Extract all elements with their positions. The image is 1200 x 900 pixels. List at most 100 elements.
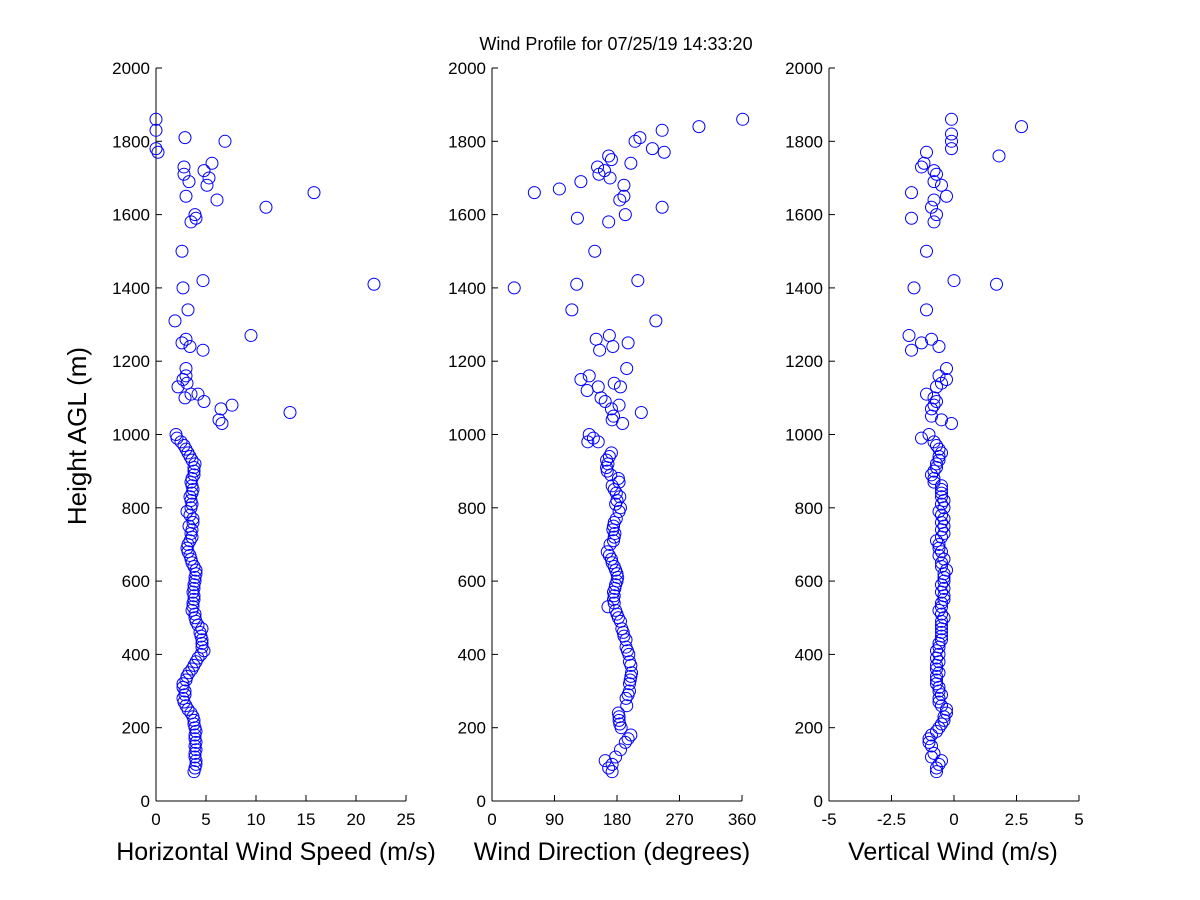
data-point (930, 724, 943, 738)
data-point (620, 362, 634, 376)
data-point (612, 398, 626, 412)
data-point (187, 468, 201, 482)
data-point (619, 640, 633, 654)
data-point (307, 186, 321, 200)
data-point (183, 490, 197, 504)
data-point (171, 380, 185, 394)
data-point (612, 713, 626, 727)
data-point (187, 658, 201, 672)
data-point (552, 182, 566, 196)
data-point (189, 655, 203, 669)
data-point (586, 431, 600, 445)
data-point (623, 655, 636, 669)
data-point (176, 281, 190, 295)
data-point (618, 208, 632, 222)
x-tick-label: 20 (347, 810, 366, 829)
data-point (930, 761, 943, 775)
data-point (527, 186, 541, 200)
data-point (181, 303, 195, 317)
data-point (935, 629, 948, 643)
data-point (1015, 120, 1028, 134)
data-point (195, 640, 209, 654)
data-point (179, 699, 193, 713)
data-point (602, 548, 616, 562)
data-point (182, 175, 196, 189)
data-point (935, 556, 948, 570)
data-point (604, 153, 618, 167)
data-point (181, 702, 195, 716)
data-point (935, 490, 948, 504)
data-point (927, 746, 941, 760)
data-point (180, 669, 194, 683)
data-point (932, 537, 946, 551)
data-point (932, 695, 946, 709)
data-point (649, 314, 663, 328)
data-point (603, 537, 617, 551)
data-point (149, 142, 163, 156)
data-point (937, 581, 951, 595)
y-tick-label: 400 (458, 645, 486, 664)
data-point (935, 413, 948, 427)
data-point (932, 453, 946, 467)
data-point (922, 732, 936, 746)
data-point (905, 211, 918, 225)
data-point (932, 691, 946, 705)
data-point (925, 739, 938, 753)
data-point (169, 428, 183, 441)
data-point (179, 189, 193, 203)
data-point (212, 413, 226, 427)
data-point (907, 281, 921, 295)
data-point (565, 303, 579, 317)
data-point (624, 728, 638, 742)
y-tick-label: 1600 (112, 206, 150, 225)
data-point (604, 552, 618, 566)
data-point (617, 178, 631, 192)
data-point (902, 329, 916, 343)
data-point (925, 750, 938, 764)
data-point (692, 120, 706, 134)
data-point (197, 164, 211, 178)
data-point (935, 607, 948, 621)
x-tick-label: 10 (247, 810, 266, 829)
data-point (188, 607, 202, 621)
data-point (930, 457, 943, 471)
data-point (634, 406, 648, 420)
data-point (932, 666, 946, 680)
data-point (179, 332, 193, 346)
data-point (992, 149, 1006, 163)
data-point (930, 662, 943, 676)
data-point (930, 673, 943, 687)
data-point (609, 603, 623, 617)
data-point (619, 633, 633, 647)
data-point (179, 369, 193, 383)
data-point (605, 757, 619, 771)
data-point (187, 464, 201, 478)
data-point (736, 112, 750, 126)
data-point (570, 211, 584, 225)
data-point (623, 684, 636, 698)
y-tick-label: 1000 (785, 426, 823, 445)
data-point (185, 453, 199, 467)
y-tick-label: 1200 (112, 352, 150, 371)
data-point (625, 666, 639, 680)
data-point (935, 482, 948, 496)
data-point (932, 442, 946, 456)
figure-title: Wind Profile for 07/25/19 14:33:20 (479, 34, 752, 54)
data-point (633, 131, 647, 145)
data-point (202, 171, 216, 185)
y-tick-label: 1000 (448, 426, 486, 445)
data-point (188, 208, 202, 222)
data-point (197, 644, 211, 658)
data-point (185, 523, 199, 537)
y-tick-label: 1000 (112, 426, 150, 445)
data-point (602, 761, 616, 775)
data-point (927, 464, 941, 478)
x-tick-label: 15 (297, 810, 316, 829)
data-point (915, 431, 928, 445)
x-tick-label: 0 (949, 810, 958, 829)
data-point (189, 757, 203, 771)
y-tick-label: 1400 (112, 279, 150, 298)
x-axis-label: Vertical Wind (m/s) (848, 838, 1058, 866)
data-point (196, 343, 210, 357)
